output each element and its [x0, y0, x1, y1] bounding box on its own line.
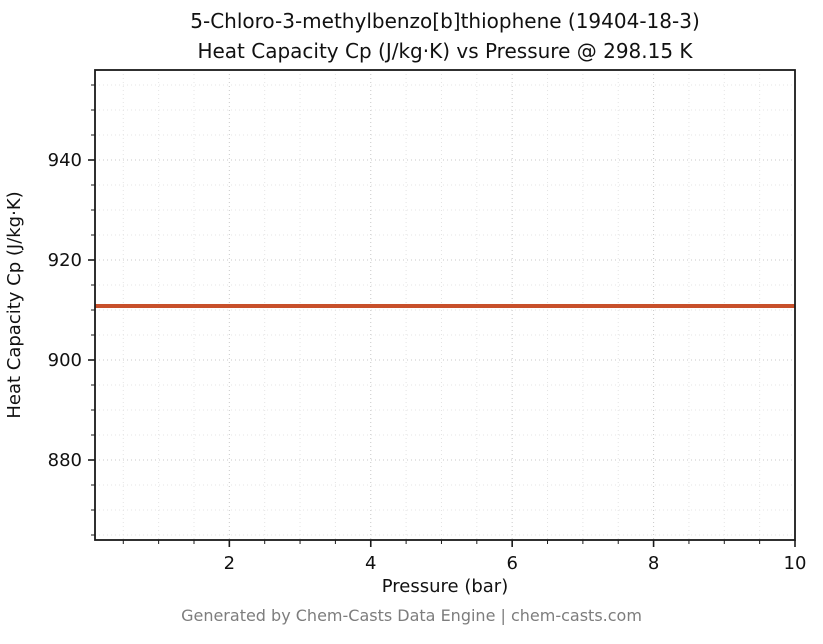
x-tick-label: 6: [506, 553, 517, 574]
y-tick-label: 880: [48, 450, 82, 471]
x-axis-label: Pressure (bar): [381, 576, 509, 597]
y-tick-label: 920: [48, 250, 82, 271]
footer-credit: Generated by Chem-Casts Data Engine | ch…: [181, 606, 642, 625]
x-tick-label: 2: [224, 553, 235, 574]
chart-subtitle: Heat Capacity Cp (J/kg·K) vs Pressure @ …: [197, 39, 693, 63]
major-grid: [95, 70, 796, 540]
chart-title-block: 5-Chloro-3-methylbenzo[b]thiophene (1940…: [95, 6, 795, 66]
x-tick-label: 8: [648, 553, 659, 574]
x-tick-label: 10: [784, 553, 807, 574]
tick-labels: 2 4 6 8 10 880 900 920 940: [48, 150, 807, 574]
x-tick-label: 4: [365, 553, 376, 574]
minor-ticks: [91, 84, 761, 544]
chart-title: 5-Chloro-3-methylbenzo[b]thiophene (1940…: [190, 9, 700, 33]
y-tick-label: 900: [48, 350, 82, 371]
axes-border: [94, 69, 796, 541]
minor-grid: [95, 70, 795, 540]
major-ticks: [88, 159, 796, 547]
y-tick-label: 940: [48, 150, 82, 171]
